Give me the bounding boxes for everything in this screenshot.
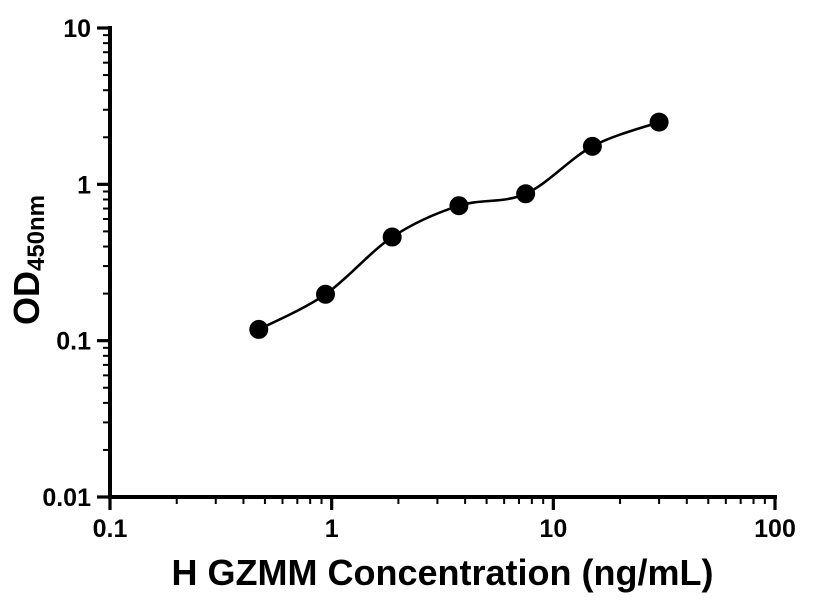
data-point	[516, 184, 536, 204]
x-tick-label: 10	[539, 515, 567, 543]
y-axis-title-subscript: 450nm	[23, 194, 50, 272]
data-point	[649, 112, 669, 132]
y-axis-title: OD 450nm	[6, 160, 50, 360]
y-tick-label: 0.01	[42, 484, 91, 512]
y-axis-title-main: OD	[6, 271, 47, 326]
data-point	[249, 319, 269, 339]
data-point	[316, 284, 336, 304]
data-point	[382, 227, 402, 247]
x-axis-title: H GZMM Concentration (ng/mL)	[171, 552, 714, 593]
x-tick-label: 100	[754, 515, 796, 543]
y-tick-label: 0.1	[56, 328, 91, 356]
data-point	[449, 196, 469, 216]
data-point	[582, 136, 602, 156]
x-tick-label: 0.1	[93, 515, 128, 543]
x-tick-label: 1	[325, 515, 339, 543]
y-tick-label: 1	[77, 171, 91, 199]
y-tick-label: 10	[63, 15, 91, 43]
